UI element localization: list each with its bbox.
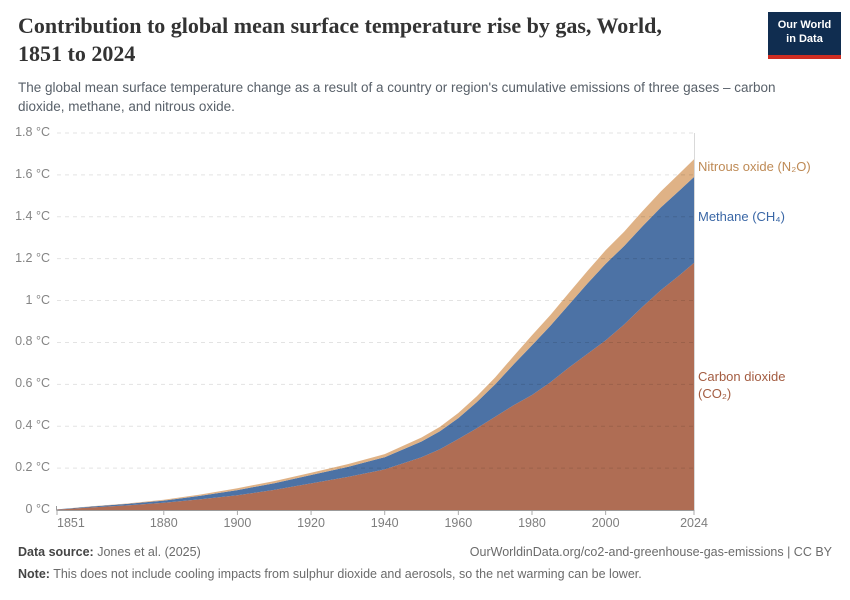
- x-tick-label: 1880: [149, 516, 178, 530]
- y-tick-label: 1.2 °C: [15, 250, 50, 265]
- x-tick-label: 2000: [591, 516, 620, 530]
- y-tick-label: 0 °C: [25, 502, 50, 516]
- y-tick-label: 0.8 °C: [15, 334, 50, 349]
- note-label: Note:: [18, 567, 50, 581]
- logo-line-1: Our World: [777, 19, 832, 31]
- x-tick-label: 2024: [680, 516, 708, 530]
- data-source-label: Data source:: [18, 545, 94, 559]
- y-tick-label: 0.4 °C: [15, 418, 50, 433]
- x-tick-label: 1851: [57, 516, 85, 530]
- area-ch4[interactable]: [57, 177, 694, 510]
- x-tick-label: 1920: [297, 516, 325, 530]
- chart-footer: Data source: Jones et al. (2025) OurWorl…: [18, 545, 832, 559]
- owid-link[interactable]: OurWorldinData.org/co2-and-greenhouse-ga…: [469, 545, 832, 559]
- title-line-2: 1851 to 2024: [18, 41, 136, 66]
- legend-label-carbon-dioxide[interactable]: Carbon dioxide (CO₂): [698, 369, 786, 401]
- data-source-text: Jones et al. (2025): [93, 545, 201, 559]
- y-tick-label: 1 °C: [25, 292, 50, 307]
- chart-subtitle: The global mean surface temperature chan…: [18, 80, 776, 114]
- page-title: Contribution to global mean surface temp…: [18, 12, 758, 68]
- x-tick-label: 1900: [223, 516, 252, 530]
- legend-label-nitrous-oxide[interactable]: Nitrous oxide (N₂O): [698, 159, 811, 174]
- x-tick-label: 1960: [444, 516, 473, 530]
- title-line-1: Contribution to global mean surface temp…: [18, 13, 662, 38]
- y-tick-label: 1.4 °C: [15, 208, 50, 223]
- chart-note: Note: This does not include cooling impa…: [18, 567, 832, 581]
- y-tick-label: 0.2 °C: [15, 460, 50, 475]
- y-tick-label: 1.8 °C: [15, 125, 50, 139]
- logo-line-2: in Data: [786, 33, 823, 45]
- data-source: Data source: Jones et al. (2025): [18, 545, 201, 559]
- x-tick-label: 1940: [370, 516, 399, 530]
- legend-label-methane[interactable]: Methane (CH₄): [698, 209, 785, 224]
- x-tick-label: 1980: [518, 516, 546, 530]
- y-tick-label: 1.6 °C: [15, 166, 50, 181]
- owid-logo[interactable]: Our World in Data: [768, 12, 841, 59]
- area-co2[interactable]: [57, 262, 694, 510]
- y-tick-label: 0.6 °C: [15, 376, 50, 391]
- note-text: This does not include cooling impacts fr…: [49, 567, 642, 581]
